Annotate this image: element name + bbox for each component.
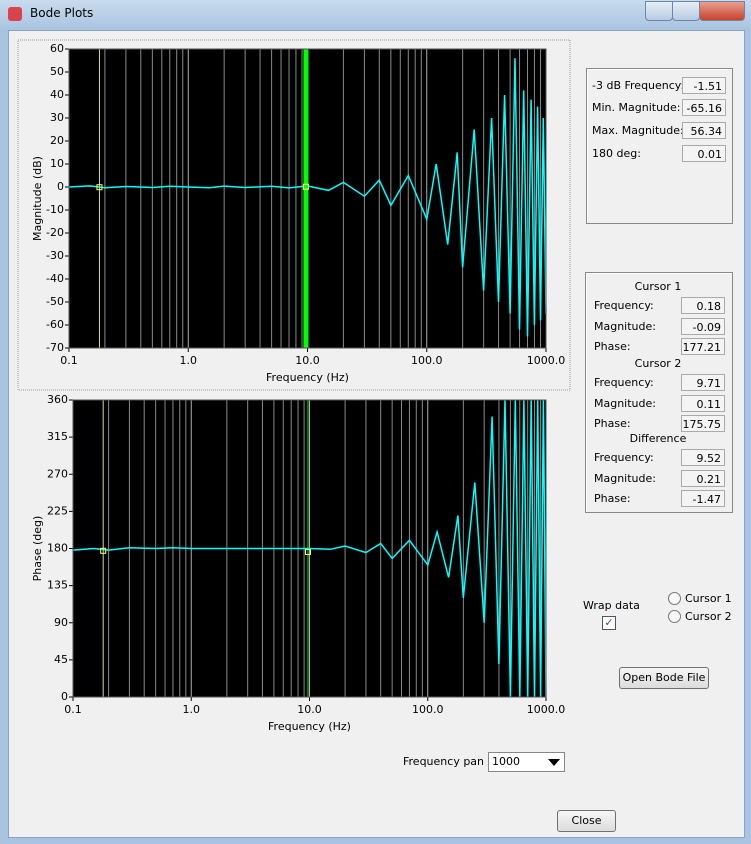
cursor-label: Magnitude: <box>594 396 656 410</box>
x-tick-label: 0.1 <box>60 354 78 367</box>
y-tick-label: -20 <box>46 226 64 239</box>
y-tick-label: 20 <box>50 134 64 147</box>
cursor-value: 0.11 <box>681 394 725 412</box>
radio-cursor-2[interactable] <box>668 610 681 623</box>
stat-value: 56.34 <box>682 122 726 139</box>
plot-border <box>68 48 547 349</box>
radio-label: Cursor 2 <box>685 610 732 623</box>
y-tick-label: 315 <box>47 430 68 443</box>
radio-cursor-1[interactable] <box>668 592 681 605</box>
y-axis-label: Magnitude (dB) <box>31 156 44 241</box>
y-tick-label: 225 <box>47 504 68 517</box>
cursor-marker <box>304 549 311 556</box>
y-tick-label: -30 <box>46 249 64 262</box>
cursor-value: 9.52 <box>681 449 725 466</box>
y-tick-label: 0 <box>57 180 64 193</box>
cursor-marker <box>96 184 103 191</box>
stat-label: Max. Magnitude: <box>592 124 684 137</box>
cursor-value: -1.47 <box>681 490 725 507</box>
y-tick-label: 90 <box>54 616 68 629</box>
cursor-label: Phase: <box>594 492 631 505</box>
y-tick-label: 50 <box>50 65 64 78</box>
y-tick-label: 60 <box>50 42 64 55</box>
y-axis-label: Phase (deg) <box>31 516 44 582</box>
cursor-value: 177.21 <box>681 338 725 355</box>
y-tick-label: -50 <box>46 295 64 308</box>
open-file-button[interactable]: Open Bode File <box>619 667 709 689</box>
cursor-value: 9.71 <box>681 374 725 391</box>
cursor-value: 175.75 <box>681 415 725 432</box>
y-tick-label: -40 <box>46 272 64 285</box>
stat-value: 0.01 <box>682 145 726 162</box>
cursor-label: Phase: <box>594 417 631 430</box>
pan-label: Frequency pan <box>403 755 485 768</box>
x-axis-label: Frequency (Hz) <box>268 720 351 733</box>
close-button[interactable]: Close <box>557 810 616 832</box>
group-title: Difference <box>629 432 687 445</box>
pan-dropdown[interactable]: 1000 <box>488 752 565 772</box>
x-tick-label: 1.0 <box>183 703 201 716</box>
cursor-marker <box>302 183 309 190</box>
x-tick-label: 1000.0 <box>527 703 566 716</box>
y-tick-label: 135 <box>47 579 68 592</box>
y-tick-label: 360 <box>47 393 68 406</box>
dropdown-arrow <box>548 759 560 766</box>
x-tick-label: 100.0 <box>411 354 443 367</box>
y-tick-label: 40 <box>50 88 64 101</box>
stat-value: -1.51 <box>682 77 726 94</box>
wrap-label: Wrap data <box>583 599 640 612</box>
x-tick-label: 10.0 <box>297 703 322 716</box>
x-tick-label: 1000.0 <box>527 354 566 367</box>
stat-label: Min. Magnitude: <box>592 101 681 114</box>
window-title: Bode Plots <box>30 6 94 20</box>
radio-label: Cursor 1 <box>685 592 732 605</box>
cursor-label: Frequency: <box>594 451 654 464</box>
app-icon <box>8 7 22 21</box>
cursor-marker <box>100 547 107 554</box>
cursor-label: Frequency: <box>594 376 654 389</box>
x-axis-label: Frequency (Hz) <box>266 371 349 384</box>
cursor-value: 0.21 <box>681 469 725 487</box>
stat-value: -65.16 <box>682 99 726 116</box>
y-tick-label: 30 <box>50 111 64 124</box>
data-line <box>72 399 547 698</box>
y-tick-label: 10 <box>50 157 64 170</box>
cursor-label: Magnitude: <box>594 319 656 333</box>
y-tick-label: -70 <box>46 341 64 354</box>
plot-border <box>72 399 547 698</box>
cursor-value: 0.18 <box>681 297 725 314</box>
x-tick-label: 100.0 <box>412 703 444 716</box>
cursor-label: Frequency: <box>594 299 654 312</box>
stat-label: 180 deg: <box>592 147 641 160</box>
pan-value: 1000 <box>492 755 520 768</box>
group-title: Cursor 2 <box>634 357 682 370</box>
y-tick-label: 180 <box>47 542 68 555</box>
x-tick-label: 10.0 <box>295 354 320 367</box>
y-tick-label: 45 <box>54 653 68 666</box>
check-mark: ✓ <box>604 616 614 629</box>
close-window-button[interactable] <box>699 1 745 21</box>
y-tick-label: -10 <box>46 203 64 216</box>
stat-label: -3 dB Frequency: <box>592 79 685 92</box>
cursor-label: Phase: <box>594 340 631 353</box>
y-tick-label: -60 <box>46 318 64 331</box>
group-title: Cursor 1 <box>634 280 682 293</box>
cursor-value: -0.09 <box>681 317 725 335</box>
x-tick-label: 0.1 <box>64 703 82 716</box>
data-line <box>68 58 547 337</box>
x-tick-label: 1.0 <box>180 354 198 367</box>
wrap-checkbox[interactable]: ✓ <box>602 616 616 630</box>
cursor-label: Magnitude: <box>594 471 656 485</box>
y-tick-label: 270 <box>47 467 68 480</box>
y-tick-label: 0 <box>61 690 68 703</box>
